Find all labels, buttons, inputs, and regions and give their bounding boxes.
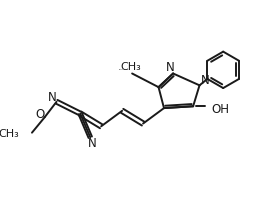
Text: CH₃: CH₃	[0, 129, 19, 139]
Text: CH₃: CH₃	[120, 62, 141, 72]
Text: N: N	[48, 91, 56, 104]
Text: N: N	[88, 137, 96, 150]
Text: N: N	[201, 74, 209, 87]
Text: N: N	[166, 61, 175, 74]
Text: OH: OH	[211, 103, 229, 116]
Text: methyl: methyl	[119, 69, 124, 70]
Text: O: O	[36, 108, 45, 121]
